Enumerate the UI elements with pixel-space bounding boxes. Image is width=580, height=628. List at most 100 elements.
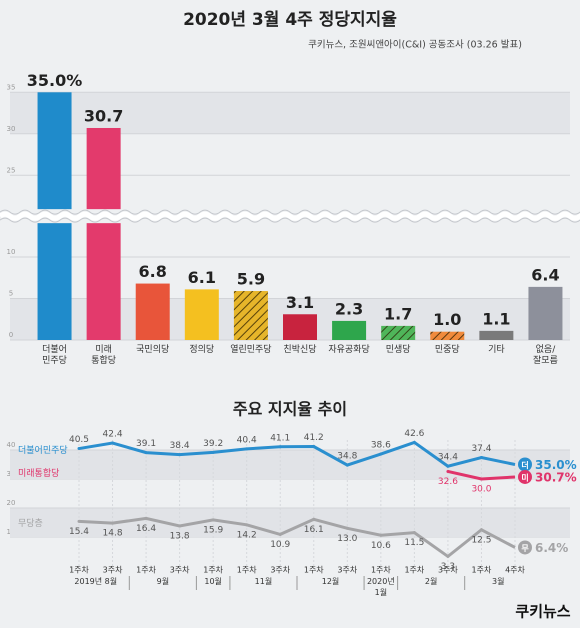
x-tick-label: 1주차 bbox=[203, 566, 223, 575]
value-label: 15.9 bbox=[203, 525, 223, 535]
end-badge bbox=[518, 540, 532, 555]
x-group-label: 2020년 1월 bbox=[366, 577, 395, 597]
value-label: 6.8 bbox=[139, 262, 167, 281]
point bbox=[479, 528, 483, 532]
axis-break-line bbox=[0, 211, 580, 221]
y-tick-label: 20 bbox=[7, 499, 16, 507]
value-label: 1.7 bbox=[384, 304, 412, 323]
point bbox=[278, 532, 282, 536]
value-label: 39.1 bbox=[136, 439, 156, 449]
chart-title: 2020년 3월 4주 정당지지율 bbox=[183, 10, 397, 30]
logo: 쿠키뉴스 bbox=[515, 603, 570, 621]
value-label: 40.4 bbox=[237, 435, 257, 445]
end-badge bbox=[518, 469, 532, 484]
x-group-label: 3월 bbox=[491, 577, 505, 586]
point bbox=[446, 464, 450, 468]
category-label: 친박신당 bbox=[283, 345, 317, 355]
value-label: 41.1 bbox=[270, 433, 290, 443]
x-tick-label: 1주차 bbox=[69, 566, 89, 575]
value-label: 35.0% bbox=[27, 71, 83, 90]
category-label: 정의당 bbox=[189, 345, 215, 355]
y-tick-label: 5 bbox=[9, 290, 13, 298]
point bbox=[178, 524, 182, 528]
value-label: 34.8 bbox=[337, 452, 357, 462]
x-tick-label: 1주차 bbox=[304, 566, 324, 575]
point bbox=[245, 523, 249, 527]
bar bbox=[381, 325, 416, 340]
series-name: 더불어민주당 bbox=[18, 445, 68, 456]
bar bbox=[430, 331, 465, 340]
chart-title: 주요 지지율 추이 bbox=[233, 400, 347, 419]
point bbox=[446, 469, 450, 473]
x-tick-label: 1주차 bbox=[404, 566, 424, 575]
point bbox=[345, 526, 349, 530]
value-label: 41.2 bbox=[304, 433, 324, 443]
value-label: 38.6 bbox=[371, 441, 391, 451]
point bbox=[211, 518, 215, 522]
point bbox=[479, 456, 483, 460]
bar bbox=[332, 320, 367, 340]
point bbox=[379, 533, 383, 537]
x-tick-label: 3주차 bbox=[103, 566, 123, 575]
value-label: 15.4 bbox=[69, 527, 89, 537]
x-tick-label: 1주차 bbox=[371, 566, 391, 575]
badge-text: 더 bbox=[521, 460, 528, 470]
x-tick-label: 4주차 bbox=[505, 566, 525, 575]
bar bbox=[86, 127, 121, 341]
value-label: 16.1 bbox=[304, 525, 324, 535]
category-label: 자유공화당 bbox=[328, 345, 370, 355]
value-label: 1.1 bbox=[482, 309, 510, 328]
value-label: 6.1 bbox=[188, 268, 216, 287]
value-label: 34.4 bbox=[438, 453, 458, 463]
x-group-label: 12월 bbox=[321, 577, 340, 586]
category-label: 더불어 민주당 bbox=[42, 345, 67, 366]
series-line bbox=[78, 516, 516, 559]
category-label: 민중당 bbox=[434, 345, 460, 355]
value-label: 37.4 bbox=[471, 444, 491, 454]
point bbox=[144, 516, 148, 520]
point bbox=[479, 477, 483, 481]
value-label: 5.9 bbox=[237, 270, 265, 289]
bar bbox=[283, 314, 317, 340]
value-label: 14.2 bbox=[237, 530, 257, 540]
x-tick-label: 3주차 bbox=[170, 566, 190, 575]
x-tick-label: 1주차 bbox=[472, 566, 492, 575]
point bbox=[278, 445, 282, 449]
value-label: 30.0 bbox=[471, 485, 491, 495]
value-label: 39.2 bbox=[203, 439, 223, 449]
bar bbox=[135, 283, 170, 340]
value-label: 11.5 bbox=[404, 538, 424, 548]
chart-subtitle: 쿠키뉴스, 조원씨앤아이(C&I) 공동조사 (03.26 발표) bbox=[308, 40, 522, 51]
series-line bbox=[78, 440, 516, 468]
x-group-label: 2019년 8월 bbox=[74, 577, 118, 586]
value-label: 3.1 bbox=[286, 293, 314, 312]
badge-text: 미 bbox=[521, 472, 528, 482]
end-badge bbox=[518, 457, 532, 472]
point bbox=[77, 447, 81, 451]
point bbox=[312, 445, 316, 449]
x-tick-label: 1주차 bbox=[136, 566, 156, 575]
axis-break-edge bbox=[0, 209, 580, 215]
bar bbox=[184, 289, 219, 340]
series-name: 미래통합당 bbox=[18, 468, 59, 479]
x-tick-label: 1주차 bbox=[237, 566, 257, 575]
y-tick-label: 40 bbox=[7, 441, 16, 449]
x-group-label: 9월 bbox=[156, 577, 170, 586]
point bbox=[446, 554, 450, 558]
value-label: 6.4% bbox=[535, 541, 568, 555]
point bbox=[77, 519, 81, 523]
value-label: 32.6 bbox=[438, 477, 458, 487]
value-label: 30.7% bbox=[535, 470, 577, 484]
value-label: 3.3 bbox=[441, 562, 455, 572]
point bbox=[345, 463, 349, 467]
bar bbox=[528, 286, 563, 340]
y-tick-label: 25 bbox=[7, 166, 16, 174]
grid-band bbox=[10, 92, 570, 134]
value-label: 38.4 bbox=[170, 441, 190, 451]
value-label: 10.6 bbox=[371, 541, 391, 551]
category-label: 민생당 bbox=[385, 345, 411, 355]
axis-break-edge bbox=[0, 217, 580, 223]
value-label: 35.0% bbox=[535, 458, 577, 472]
